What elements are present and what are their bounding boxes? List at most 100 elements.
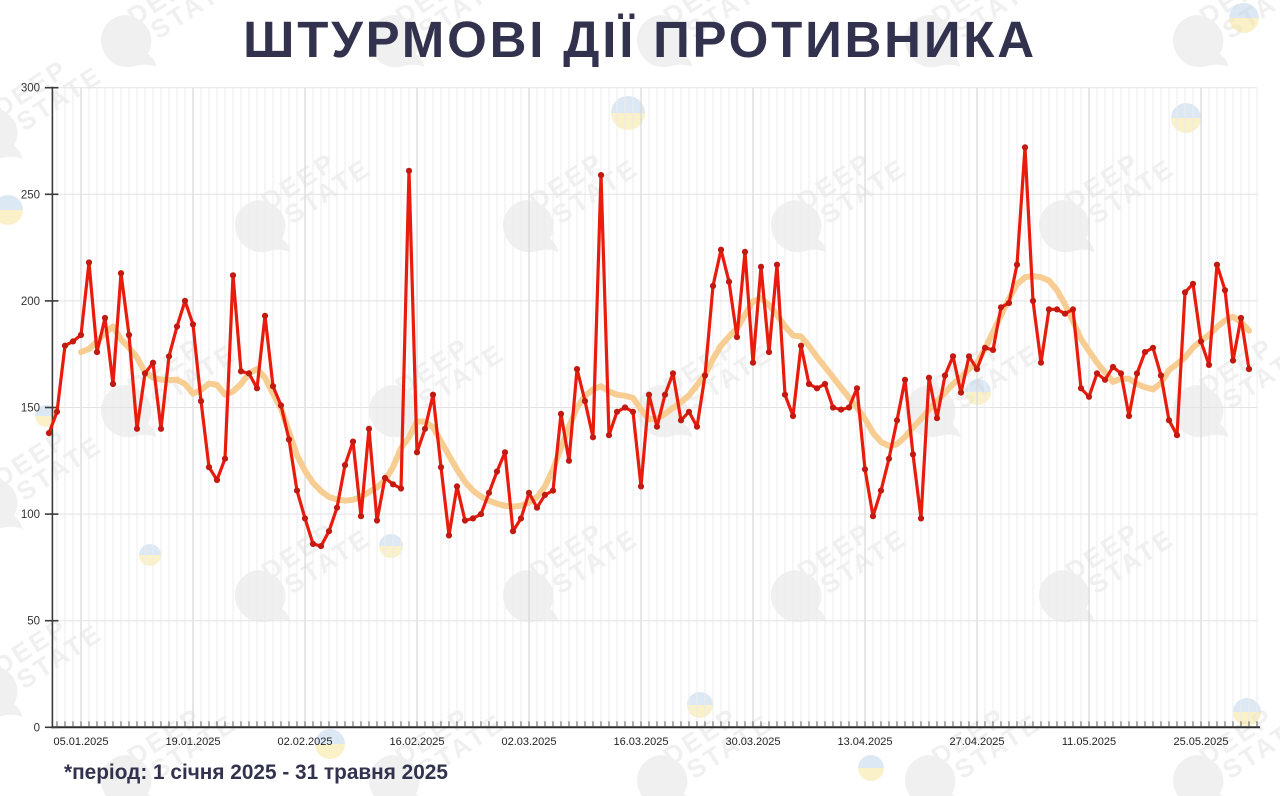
data-point-marker [325,528,333,535]
roundel-yellow-half [1171,118,1201,133]
data-point-marker [725,278,733,285]
data-point-marker [237,368,245,375]
data-point-marker [949,353,957,360]
data-point-marker [61,342,69,349]
data-point-marker [1117,370,1125,377]
data-point-marker [685,408,693,415]
x-axis-date-label: 16.03.2025 [613,736,668,748]
ukraine-roundel-watermark [379,534,403,558]
data-point-marker [629,408,637,415]
roundel-blue-half [1229,3,1259,18]
data-point-marker [117,270,125,277]
ghost-logo-icon [1173,15,1229,68]
roundel-yellow-half [315,744,345,759]
data-point-marker [309,540,317,548]
data-point-marker [357,513,365,520]
data-point-marker [621,404,629,411]
roundel-yellow-half [858,768,884,781]
data-point-marker [829,404,837,411]
roundel-blue-half [858,755,884,768]
axis-layer: 0 50 100 150 200 250 300 05.01.2025 19.01.2025 02… [21,83,1260,748]
ukraine-roundel-watermark [1229,3,1259,33]
data-point-marker [149,359,157,366]
x-axis-date-label: 02.03.2025 [501,736,556,748]
data-point-marker [229,272,237,279]
data-point-marker [741,248,749,255]
data-point-marker [349,438,357,445]
data-point-marker [1093,370,1101,377]
data-point-marker [661,391,669,398]
data-point-marker [797,342,805,349]
data-point-marker [981,344,989,351]
data-point-marker [245,370,253,377]
data-point-marker [589,434,597,441]
ukraine-roundel-watermark [858,755,884,781]
data-point-marker [877,487,885,494]
data-point-marker [189,321,197,328]
data-point-marker [1005,299,1013,307]
data-point-marker [333,504,341,511]
data-point-marker [525,489,533,496]
ghost-logo-icon [905,15,961,68]
data-point-marker [341,462,349,469]
data-point-marker [445,532,453,539]
data-point-marker [45,430,53,437]
y-axis-label: 300 [21,83,40,95]
roundel-yellow-half [0,210,23,225]
data-point-marker [397,485,405,492]
data-point-marker [141,370,149,377]
data-point-marker [85,259,93,266]
data-point-marker [133,425,141,432]
roundel-blue-half [0,195,23,210]
data-point-marker [517,515,525,522]
data-point-marker [493,468,501,475]
data-point-marker [277,402,285,409]
data-point-marker [197,398,205,405]
data-point-marker [1109,363,1117,371]
roundel-blue-half [1233,698,1261,712]
ghost-logo-icon [0,665,23,718]
data-point-marker [789,412,797,420]
data-point-marker [157,425,165,432]
ghost-logo-icon [101,15,157,68]
data-point-marker [1133,370,1141,377]
data-point-marker [669,370,677,377]
y-axis-label: 50 [27,616,40,628]
data-point-marker [365,425,373,432]
data-point-marker [925,374,933,381]
ukraine-roundel-watermark [1171,103,1201,133]
ghost-logo-icon [637,15,693,68]
data-point-marker [709,282,717,290]
data-point-marker [533,504,541,511]
roundel-blue-half [1171,103,1201,118]
data-point-marker [1037,359,1045,366]
data-point-marker [1229,357,1237,364]
data-point-marker [1149,344,1157,351]
data-point-marker [373,517,381,524]
data-point-marker [645,391,653,398]
daily-assaults-markers [45,144,1253,550]
data-point-marker [1181,289,1189,296]
data-point-marker [821,380,829,388]
data-point-marker [749,359,757,366]
ghost-logo-icon [0,477,23,530]
data-point-marker [213,476,221,484]
data-point-marker [285,436,293,443]
roundel-blue-half [379,534,403,546]
ghost-logo-icon [0,107,23,160]
grid-layer [52,87,1258,728]
data-point-marker [413,449,421,456]
data-point-marker [253,385,261,392]
data-point-marker [53,408,61,415]
data-point-marker [437,464,445,471]
data-point-marker [813,385,821,392]
data-point-marker [485,489,493,496]
data-point-marker [101,314,109,322]
roundel-yellow-half [379,546,403,558]
data-point-marker [125,331,133,339]
data-point-marker [1021,144,1029,151]
